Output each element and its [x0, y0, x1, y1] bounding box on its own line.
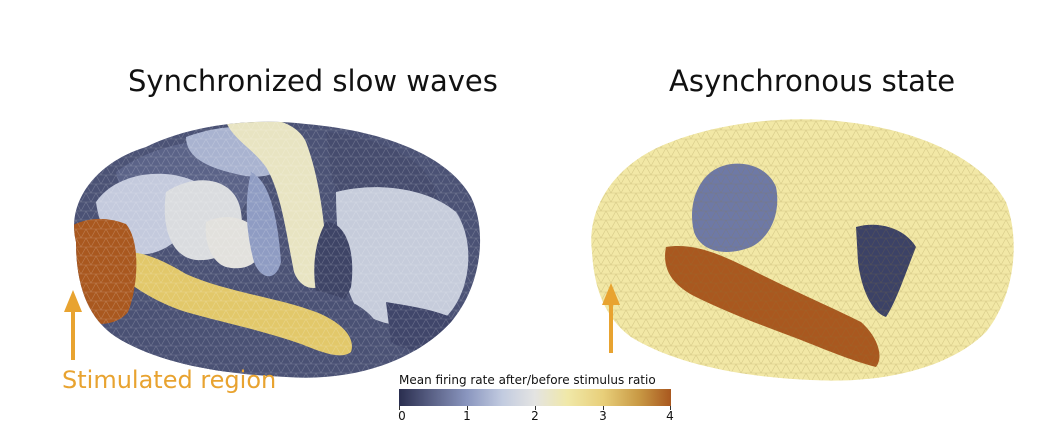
right-brain-surface	[591, 119, 1014, 381]
right-stimulus-arrow	[602, 283, 620, 353]
colorbar-gradient	[399, 389, 671, 406]
colorbar-title: Mean firing rate after/before stimulus r…	[399, 373, 656, 387]
colorbar-tick-label-1: 1	[463, 409, 471, 423]
stimulated-region-label: Stimulated region	[62, 366, 277, 394]
colorbar: Mean firing rate after/before stimulus r…	[396, 373, 686, 433]
left-panel-title: Synchronized slow waves	[128, 64, 498, 98]
colorbar-tick-label-0: 0	[398, 409, 406, 423]
left-stimulus-arrow	[64, 290, 82, 360]
colorbar-tick-2	[535, 406, 536, 410]
right-panel-title: Asynchronous state	[669, 64, 956, 98]
colorbar-tick-label-4: 4	[666, 409, 674, 423]
colorbar-tick-0	[399, 406, 400, 410]
colorbar-tick-label-2: 2	[531, 409, 539, 423]
left-brain-surface	[74, 121, 481, 378]
colorbar-tick-1	[467, 406, 468, 410]
colorbar-tick-3	[603, 406, 604, 410]
colorbar-tick-label-3: 3	[599, 409, 607, 423]
colorbar-tick-4	[670, 406, 671, 410]
